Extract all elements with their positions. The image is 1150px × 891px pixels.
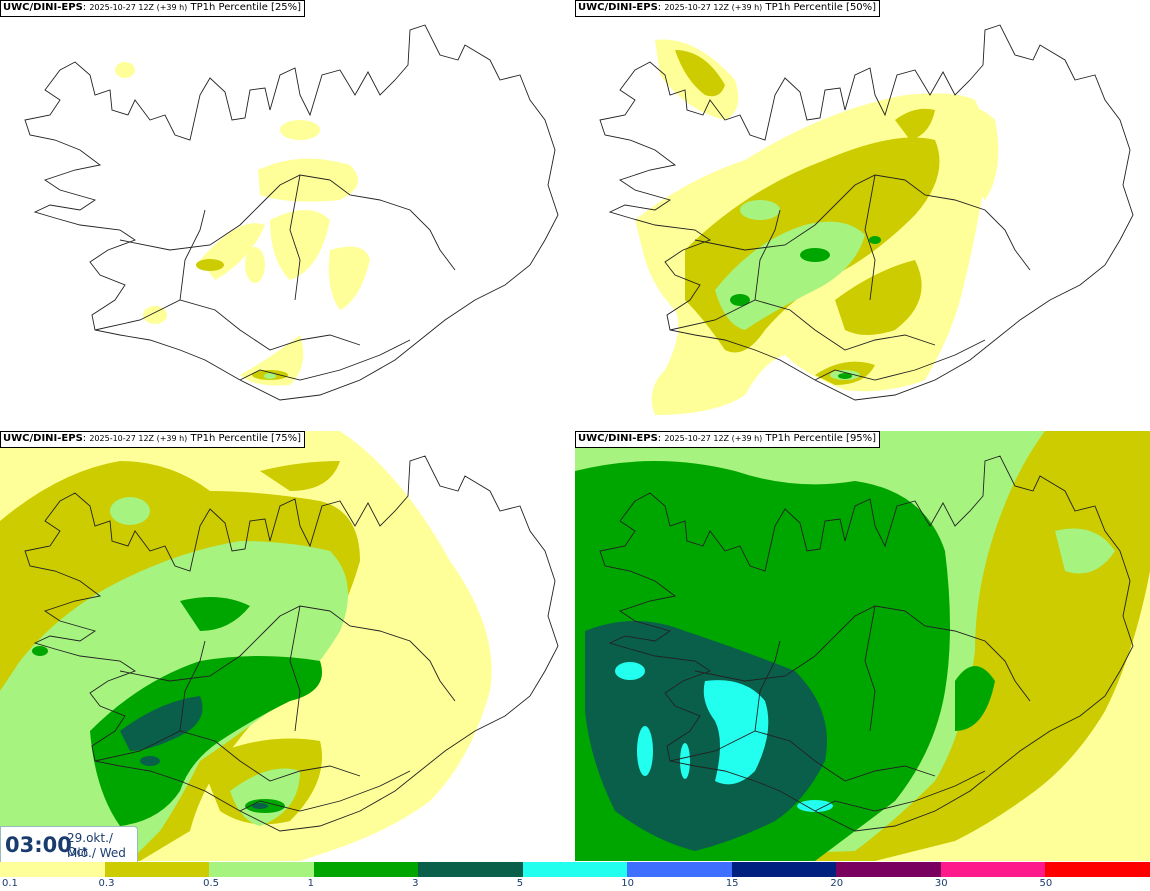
map-panel-25: UWC/DINI-EPS: 2025-10-27 12Z (+39 h) TP1… xyxy=(0,0,575,430)
legend-swatch xyxy=(313,862,419,877)
valid-weekday: Mið./ Wed xyxy=(67,846,126,860)
precip-map-25 xyxy=(24,24,559,401)
legend-tick-label: 50 xyxy=(1039,878,1053,889)
map-panel-95: UWC/DINI-EPS: 2025-10-27 12Z (+39 h) TP1… xyxy=(575,431,1150,861)
legend-swatch xyxy=(1045,862,1150,877)
legend-tick-label: 0.3 xyxy=(98,878,115,889)
legend-swatch xyxy=(627,862,733,877)
valid-time: 03:00 xyxy=(5,833,72,857)
legend-swatch xyxy=(836,862,942,877)
legend-tick-label: 0.1 xyxy=(2,878,18,889)
panel-title: UWC/DINI-EPS: 2025-10-27 12Z (+39 h) TP1… xyxy=(0,0,306,17)
legend-tick-label: 3 xyxy=(412,878,419,889)
valid-date: 29.okt./ Oct xyxy=(67,831,113,859)
color-legend: 0.1 0.3 0.5 1 3 5 10 15 20 30 50 xyxy=(0,862,1150,891)
legend-tick-label: 0.5 xyxy=(203,878,219,889)
legend-swatch xyxy=(104,862,210,877)
legend-swatch xyxy=(209,862,315,877)
valid-time-box: 03:00 29.okt./ Oct Mið./ Wed xyxy=(0,826,138,864)
legend-tick-label: 10 xyxy=(621,878,634,889)
precip-map-75 xyxy=(0,431,559,861)
precip-map-50 xyxy=(599,24,1134,415)
precip-map-95 xyxy=(575,431,1150,861)
legend-tick-label: 15 xyxy=(725,878,739,889)
legend-tick-label: 30 xyxy=(934,878,948,889)
map-panel-75: UWC/DINI-EPS: 2025-10-27 12Z (+39 h) TP1… xyxy=(0,431,575,861)
legend-tick-label: 5 xyxy=(516,878,524,889)
legend-tick-label: 20 xyxy=(830,878,844,889)
legend-swatch xyxy=(418,862,524,877)
map-panel-50: UWC/DINI-EPS: 2025-10-27 12Z (+39 h) TP1… xyxy=(575,0,1150,430)
panel-title: UWC/DINI-EPS: 2025-10-27 12Z (+39 h) TP1… xyxy=(575,0,881,17)
legend-swatch xyxy=(731,862,837,877)
legend-swatch xyxy=(522,862,628,877)
legend-swatch xyxy=(940,862,1046,877)
legend-tick-label: 1 xyxy=(307,878,314,889)
legend-swatch xyxy=(0,862,106,877)
panel-title: UWC/DINI-EPS: 2025-10-27 12Z (+39 h) TP1… xyxy=(575,431,881,448)
panel-title: UWC/DINI-EPS: 2025-10-27 12Z (+39 h) TP1… xyxy=(0,431,306,448)
